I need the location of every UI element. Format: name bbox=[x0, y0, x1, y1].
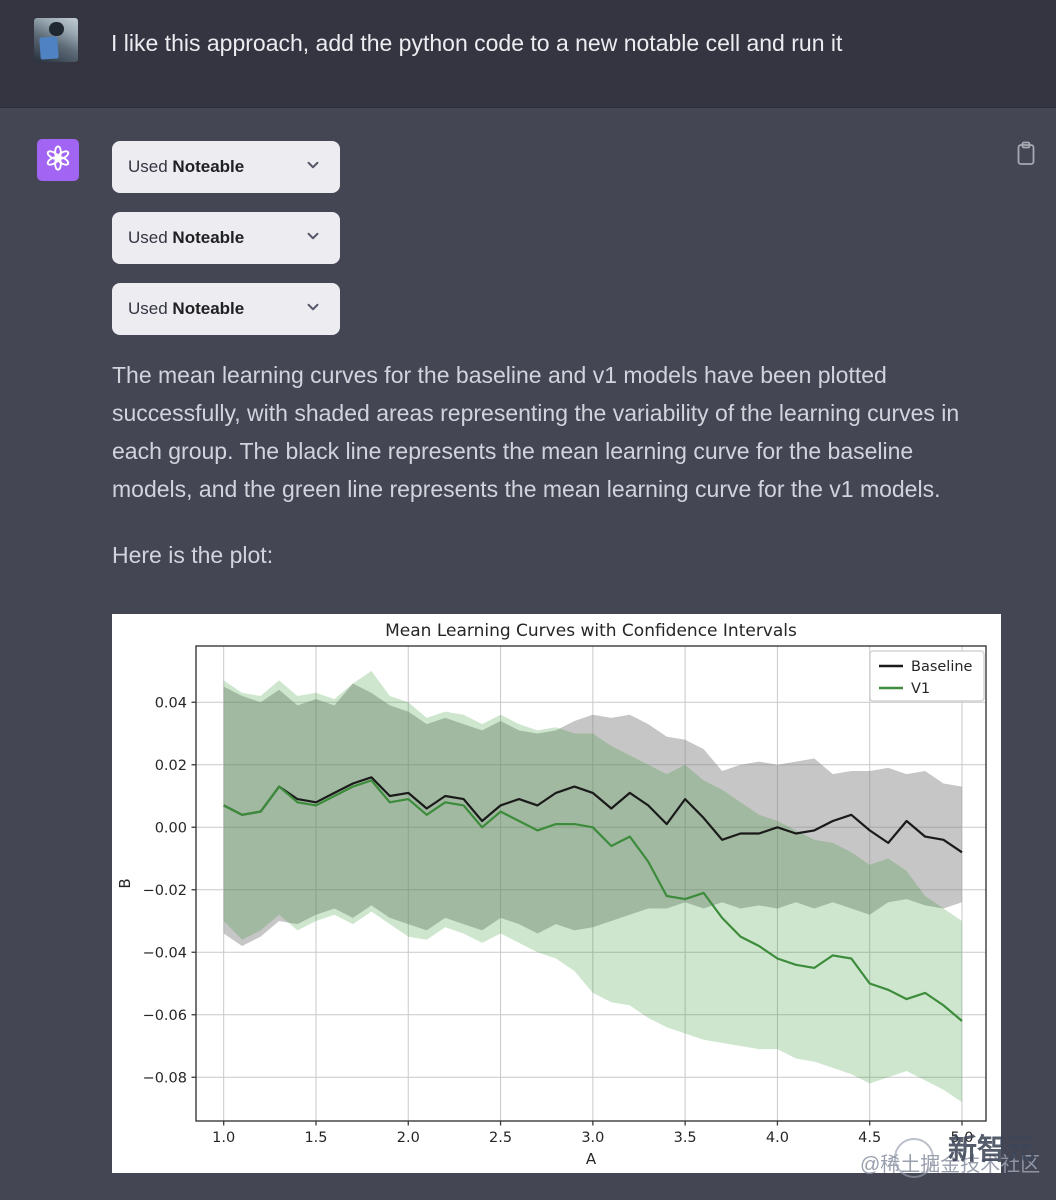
chevron-down-icon bbox=[304, 227, 322, 250]
chevron-down-icon bbox=[304, 156, 322, 179]
clipboard-icon bbox=[1014, 141, 1038, 171]
svg-text:0.02: 0.02 bbox=[155, 758, 187, 774]
svg-text:V1: V1 bbox=[911, 681, 930, 697]
svg-text:2.5: 2.5 bbox=[489, 1130, 512, 1146]
user-message-text: I like this approach, add the python cod… bbox=[111, 30, 843, 56]
svg-text:2.0: 2.0 bbox=[397, 1130, 420, 1146]
svg-text:3.5: 3.5 bbox=[674, 1130, 697, 1146]
svg-text:−0.06: −0.06 bbox=[143, 1008, 187, 1024]
svg-text:Baseline: Baseline bbox=[911, 659, 973, 675]
svg-text:B: B bbox=[116, 878, 134, 888]
svg-text:Mean Learning Curves with Conf: Mean Learning Curves with Confidence Int… bbox=[385, 621, 797, 641]
svg-text:3.0: 3.0 bbox=[581, 1130, 604, 1146]
used-label: Used bbox=[128, 157, 168, 176]
svg-text:1.0: 1.0 bbox=[212, 1130, 235, 1146]
assistant-avatar bbox=[37, 139, 79, 181]
svg-text:1.5: 1.5 bbox=[304, 1130, 327, 1146]
used-plugin-disclosure-1[interactable]: Used Noteable bbox=[112, 141, 340, 193]
plugin-name: Noteable bbox=[172, 228, 245, 247]
user-avatar-photo-detail bbox=[48, 21, 64, 37]
chart-svg: 1.0 1.5 2.0 2.5 3.0 3.5 4.0 4.5 5.0 0.04 0.02 0.00 −… bbox=[116, 621, 987, 1168]
svg-text:5.0: 5.0 bbox=[950, 1130, 973, 1146]
openai-logo-icon bbox=[43, 143, 73, 178]
user-message-row: I like this approach, add the python cod… bbox=[0, 0, 1056, 107]
copy-button[interactable] bbox=[1012, 140, 1040, 170]
assistant-content: Used Noteable Used Noteable Used Noteabl… bbox=[112, 141, 1001, 1173]
learning-curves-chart: 1.0 1.5 2.0 2.5 3.0 3.5 4.0 4.5 5.0 0.04 0.02 0.00 −… bbox=[112, 614, 1001, 1173]
user-avatar-photo-detail bbox=[39, 36, 60, 60]
svg-text:−0.02: −0.02 bbox=[143, 883, 187, 899]
used-plugin-disclosure-2[interactable]: Used Noteable bbox=[112, 212, 340, 264]
assistant-message-row: Used Noteable Used Noteable Used Noteabl… bbox=[0, 107, 1056, 1200]
svg-text:−0.04: −0.04 bbox=[143, 945, 187, 961]
svg-text:4.5: 4.5 bbox=[858, 1130, 881, 1146]
plugin-name: Noteable bbox=[172, 157, 245, 176]
svg-text:0.00: 0.00 bbox=[155, 820, 187, 836]
plugin-name: Noteable bbox=[172, 299, 245, 318]
svg-text:4.0: 4.0 bbox=[766, 1130, 789, 1146]
assistant-paragraph: Here is the plot: bbox=[112, 542, 274, 568]
assistant-paragraph: The mean learning curves for the baselin… bbox=[112, 362, 960, 502]
used-label: Used bbox=[128, 228, 168, 247]
svg-text:0.04: 0.04 bbox=[155, 695, 187, 711]
used-label: Used bbox=[128, 299, 168, 318]
chevron-down-icon bbox=[304, 298, 322, 321]
user-avatar bbox=[34, 18, 78, 62]
svg-text:A: A bbox=[586, 1150, 597, 1168]
svg-text:−0.08: −0.08 bbox=[143, 1070, 187, 1086]
used-plugin-disclosure-3[interactable]: Used Noteable bbox=[112, 283, 340, 335]
